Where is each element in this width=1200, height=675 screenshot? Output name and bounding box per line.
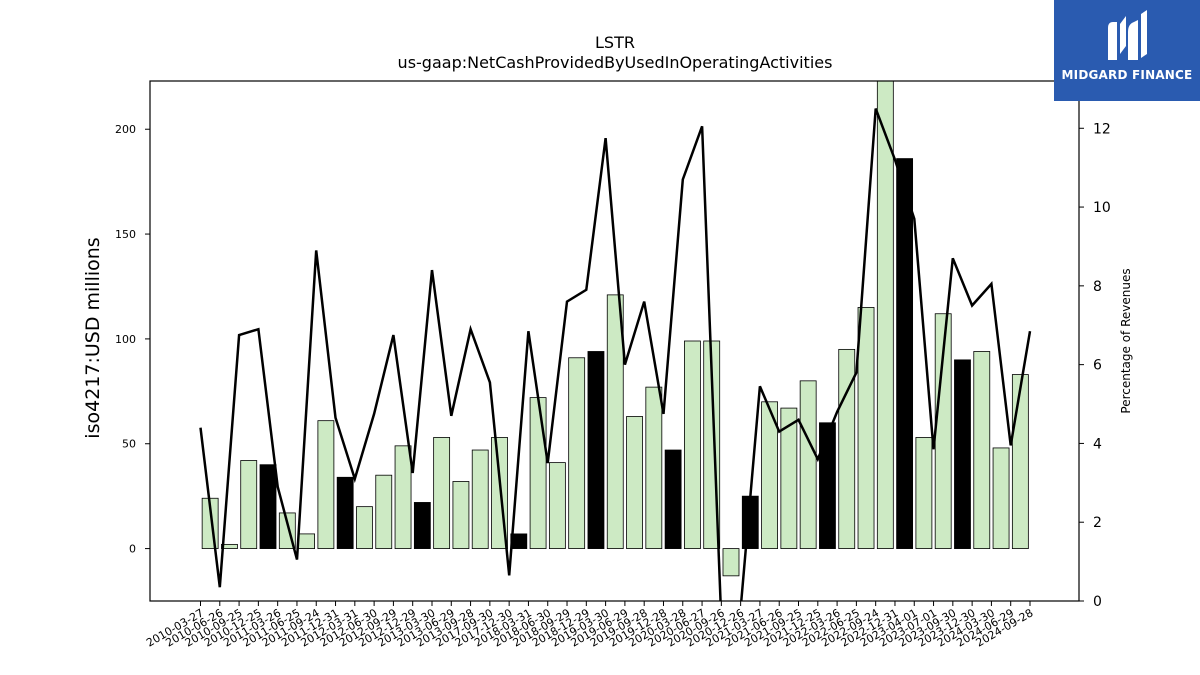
- bar: [568, 357, 586, 549]
- bar: [221, 543, 238, 549]
- bar: [992, 447, 1010, 549]
- bar: [915, 437, 933, 549]
- bar: [375, 474, 393, 549]
- y2-tick-label: 2: [1093, 515, 1102, 531]
- y-tick-label: 100: [115, 333, 136, 346]
- bar: [394, 445, 412, 549]
- y2-tick-label: 0: [1093, 594, 1102, 610]
- chart-title: LSTR: [595, 33, 635, 52]
- bar: [722, 548, 740, 577]
- plot-frame: [149, 80, 1080, 602]
- midgard-m-icon: [1108, 10, 1147, 60]
- bar: [529, 397, 547, 549]
- y2-tick-label: 12: [1093, 121, 1111, 137]
- chart-subtitle: us-gaap:NetCashProvidedByUsedInOperating…: [398, 53, 833, 72]
- bar: [954, 359, 971, 549]
- bar: [761, 401, 778, 549]
- bar: [336, 476, 354, 549]
- bar: [645, 386, 663, 549]
- bar: [799, 380, 817, 549]
- bar: [452, 481, 470, 549]
- bar: [317, 420, 335, 549]
- y-tick-label: 0: [129, 543, 136, 556]
- y-tick-label: 150: [115, 228, 136, 241]
- bar: [626, 416, 643, 549]
- bar: [240, 460, 258, 549]
- bar: [413, 502, 431, 549]
- brand-logo: MIDGARD FINANCE: [1054, 0, 1200, 101]
- bar: [548, 462, 566, 549]
- y2-tick-label: 8: [1093, 279, 1102, 295]
- bar: [896, 158, 914, 549]
- bar: [684, 340, 701, 549]
- bar: [606, 294, 624, 549]
- bar: [259, 464, 277, 549]
- bar: [1011, 374, 1029, 549]
- brand-name: MIDGARD FINANCE: [1061, 68, 1193, 82]
- y2-axis-label: Percentage of Revenues: [1119, 268, 1133, 413]
- bar: [819, 422, 836, 549]
- y2-tick-label: 6: [1093, 358, 1102, 374]
- y-axis-label: iso4217:USD millions: [82, 237, 104, 438]
- percentage-line: [199, 108, 1032, 601]
- bar: [857, 307, 875, 549]
- bar: [587, 351, 605, 549]
- bar: [780, 407, 798, 549]
- y-tick-label: 50: [122, 438, 136, 451]
- bar: [298, 533, 315, 549]
- bar: [356, 506, 373, 549]
- y2-tick-label: 10: [1093, 200, 1111, 216]
- bar: [433, 437, 451, 549]
- y-tick-label: 200: [115, 123, 136, 136]
- bar: [973, 351, 991, 549]
- bar: [876, 81, 894, 549]
- y2-tick-label: 4: [1093, 436, 1102, 452]
- bar: [664, 449, 682, 549]
- bar: [471, 449, 489, 549]
